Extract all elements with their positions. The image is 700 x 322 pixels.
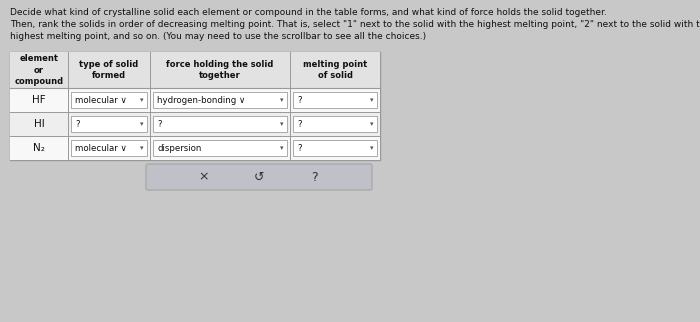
Text: ?: ? [75, 119, 80, 128]
Bar [10, 52, 380, 160]
Bar [153, 140, 287, 156]
Text: molecular ∨: molecular ∨ [75, 144, 127, 153]
Text: ?: ? [297, 119, 302, 128]
Bar [293, 140, 377, 156]
Text: type of solid
formed: type of solid formed [79, 60, 139, 80]
Bar [153, 92, 287, 108]
Text: ▾: ▾ [370, 121, 374, 127]
Bar [10, 112, 380, 136]
Bar [293, 92, 377, 108]
Text: highest melting point, and so on. (You may need to use the scrollbar to see all : highest melting point, and so on. (You m… [10, 32, 426, 41]
Text: ×: × [198, 171, 209, 184]
Text: ▾: ▾ [280, 97, 284, 103]
Text: ?: ? [312, 171, 318, 184]
Text: molecular ∨: molecular ∨ [75, 96, 127, 105]
FancyBboxPatch shape [146, 164, 372, 190]
Bar [10, 88, 380, 112]
Text: ▾: ▾ [280, 121, 284, 127]
Bar [71, 92, 147, 108]
Text: ▾: ▾ [370, 97, 374, 103]
Text: melting point
of solid: melting point of solid [303, 60, 367, 80]
Text: ▾: ▾ [140, 97, 143, 103]
Text: hydrogen-bonding ∨: hydrogen-bonding ∨ [157, 96, 246, 105]
Text: HI: HI [34, 119, 44, 129]
Bar [71, 116, 147, 132]
Bar [10, 136, 380, 160]
Text: Then, rank the solids in order of decreasing melting point. That is, select "1" : Then, rank the solids in order of decrea… [10, 20, 700, 29]
Text: dispersion: dispersion [157, 144, 202, 153]
Text: ▾: ▾ [370, 145, 374, 151]
Text: ↺: ↺ [253, 171, 265, 184]
Text: ?: ? [297, 144, 302, 153]
Text: element
or
compound: element or compound [15, 54, 64, 86]
Text: N₂: N₂ [33, 143, 45, 153]
Text: ?: ? [297, 96, 302, 105]
Text: ?: ? [157, 119, 162, 128]
Bar [10, 52, 380, 88]
Text: Decide what kind of crystalline solid each element or compound in the table form: Decide what kind of crystalline solid ea… [10, 8, 607, 17]
Text: ▾: ▾ [280, 145, 284, 151]
Text: force holding the solid
together: force holding the solid together [167, 60, 274, 80]
Text: HF: HF [32, 95, 46, 105]
Text: ▾: ▾ [140, 145, 143, 151]
Bar [71, 140, 147, 156]
Bar [293, 116, 377, 132]
Text: ▾: ▾ [140, 121, 143, 127]
Bar [153, 116, 287, 132]
